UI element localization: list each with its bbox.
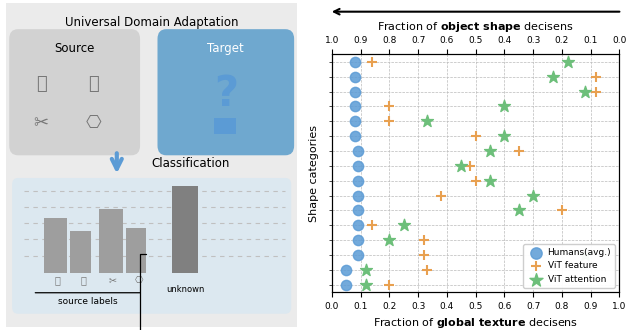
Humans(avg.) [353,252,363,257]
ViT feature [514,148,524,154]
ViT feature [384,282,394,287]
ViT feature [367,59,377,65]
Bar [44,218,68,273]
Text: unknown: unknown [166,285,205,294]
Humans(avg.) [353,222,363,228]
Bar [99,209,123,273]
ViT attention [456,163,466,168]
Humans(avg.) [349,104,360,109]
ViT attention [580,252,590,257]
ViT feature [419,252,429,257]
Humans(avg.) [349,133,360,139]
Humans(avg.) [349,118,360,124]
ViT attention [528,193,538,198]
Humans(avg.) [341,267,351,273]
ViT feature [557,208,567,213]
ViT attention [580,89,590,94]
ViT feature [384,104,394,109]
Bar [126,228,146,273]
Humans(avg.) [353,208,363,213]
ViT attention [514,208,524,213]
Y-axis label: Shape categories: Shape categories [308,125,319,222]
ViT attention [499,104,509,109]
ViT feature [470,133,481,139]
Text: source labels: source labels [58,297,118,306]
ViT feature [367,222,377,228]
ViT attention [384,238,394,243]
Humans(avg.) [341,282,351,287]
Text: ✂: ✂ [33,114,49,132]
Humans(avg.) [353,163,363,168]
FancyBboxPatch shape [3,0,300,330]
ViT feature [592,89,602,94]
Humans(avg.) [349,59,360,65]
Humans(avg.) [349,74,360,79]
X-axis label: Fraction of $\bf{global\ texture}$ decisens: Fraction of $\bf{global\ texture}$ decis… [373,316,578,330]
ViT attention [362,282,372,287]
FancyBboxPatch shape [214,118,236,134]
X-axis label: Fraction of $\bf{object\ shape}$ decisens: Fraction of $\bf{object\ shape}$ decisen… [377,20,574,34]
ViT feature [422,267,432,273]
Text: Classification: Classification [152,157,230,170]
Text: Target: Target [207,42,244,55]
Text: ?: ? [214,73,238,115]
Humans(avg.) [353,178,363,183]
Text: ⎔: ⎔ [135,275,143,285]
ViT attention [485,148,495,154]
Text: ⏰: ⏰ [80,275,87,285]
Text: ✂: ✂ [108,275,116,285]
ViT attention [362,267,372,273]
Text: ⛲: ⛲ [36,75,47,93]
ViT feature [592,74,602,79]
Humans(avg.) [353,193,363,198]
Humans(avg.) [353,148,363,154]
ViT attention [562,59,573,65]
ViT feature [470,178,481,183]
Legend: Humans(avg.), ViT feature, ViT attention: Humans(avg.), ViT feature, ViT attention [523,244,615,287]
ViT attention [422,118,432,124]
Text: Source: Source [54,42,95,55]
ViT attention [485,178,495,183]
ViT attention [399,222,409,228]
ViT feature [384,118,394,124]
Humans(avg.) [353,238,363,243]
Text: ⎔: ⎔ [86,114,101,132]
ViT attention [499,133,509,139]
Text: Universal Domain Adaptation: Universal Domain Adaptation [65,16,238,29]
Text: ⛲: ⛲ [54,275,60,285]
Bar [70,231,90,273]
Humans(avg.) [349,89,360,94]
ViT attention [548,74,558,79]
FancyBboxPatch shape [12,178,291,314]
FancyBboxPatch shape [9,29,140,155]
Text: ⏰: ⏰ [88,75,99,93]
FancyBboxPatch shape [157,29,294,155]
ViT feature [436,193,446,198]
ViT feature [419,238,429,243]
ViT feature [465,163,475,168]
Bar [172,186,198,273]
